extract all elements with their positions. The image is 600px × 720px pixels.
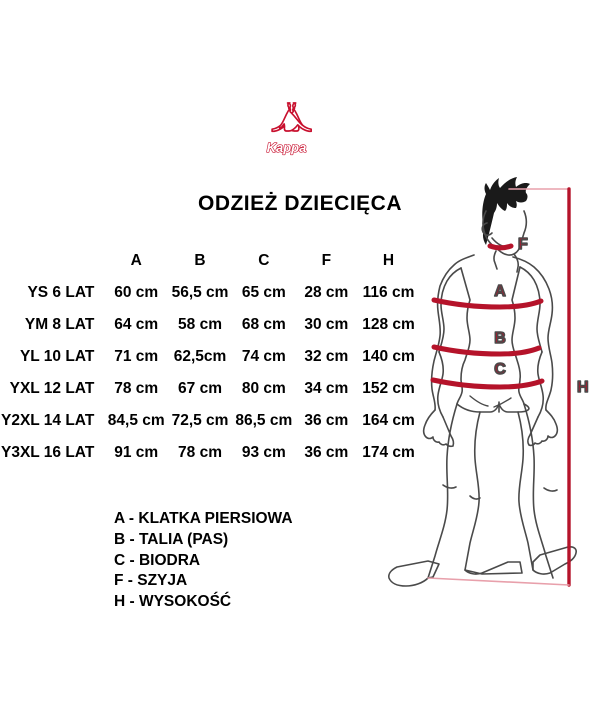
svg-text:H: H: [577, 379, 589, 396]
svg-text:C: C: [494, 361, 506, 378]
svg-text:A: A: [494, 283, 506, 300]
svg-text:F: F: [518, 236, 528, 253]
svg-text:B: B: [494, 330, 506, 347]
